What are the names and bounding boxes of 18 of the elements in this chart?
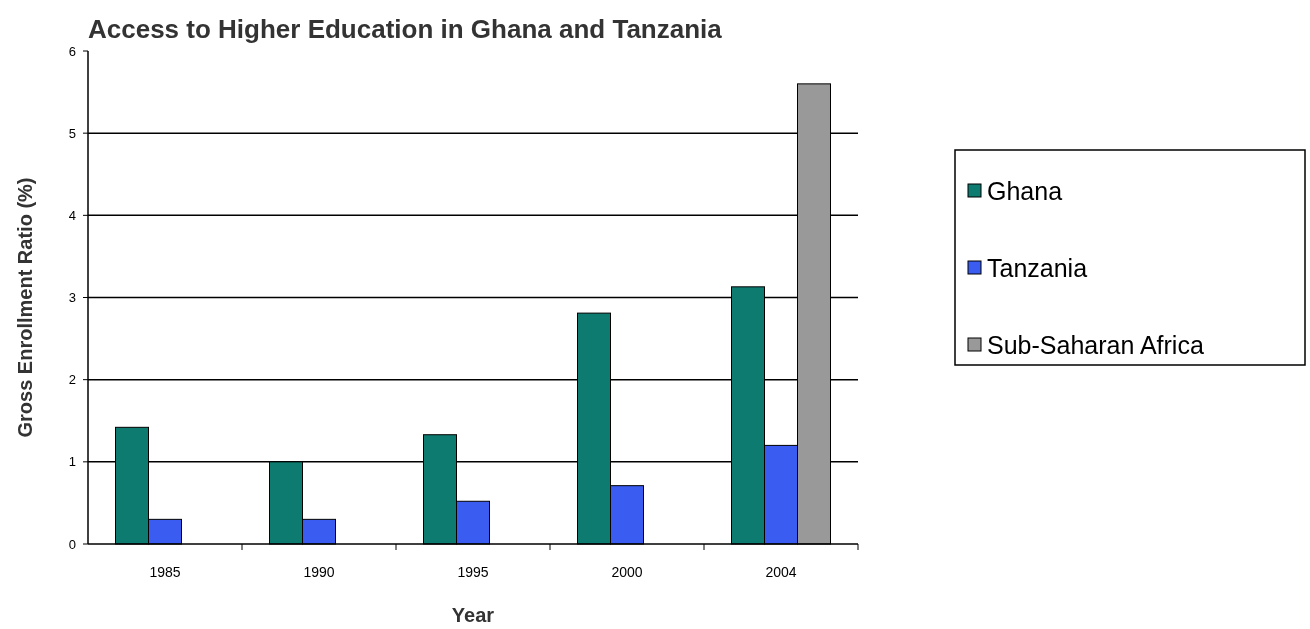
y-axis-title: Gross Enrollment Ratio (%) xyxy=(14,177,36,438)
y-tick-label: 2 xyxy=(68,372,76,388)
legend-label: Sub-Saharan Africa xyxy=(987,330,1204,359)
legend-label: Ghana xyxy=(987,176,1063,205)
x-tick-label: 1990 xyxy=(303,564,335,580)
legend-label: Tanzania xyxy=(987,253,1088,282)
x-tick-label: 1995 xyxy=(457,564,489,580)
x-tick-label: 2004 xyxy=(765,564,797,580)
y-tick-label: 0 xyxy=(68,536,76,552)
y-tick-label: 4 xyxy=(68,207,76,223)
y-tick-label: 6 xyxy=(68,43,76,59)
chart-title: Access to Higher Education in Ghana and Tanzania xyxy=(88,14,723,44)
x-axis-title: Year xyxy=(451,604,495,626)
y-tick-label: 3 xyxy=(68,290,76,306)
y-tick-label: 1 xyxy=(68,454,76,470)
x-tick-label: 1985 xyxy=(149,564,181,580)
y-tick-label: 5 xyxy=(68,125,76,141)
x-tick-label: 2000 xyxy=(611,564,643,580)
